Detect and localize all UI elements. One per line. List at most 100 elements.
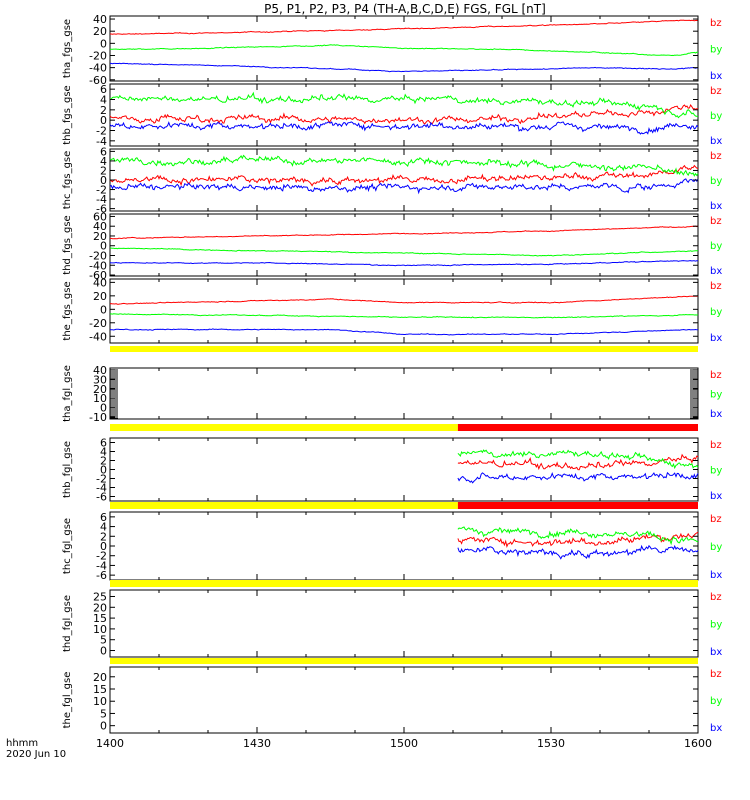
y-tick-label: 2 <box>100 530 107 543</box>
y-tick-label: 20 <box>93 671 107 684</box>
y-tick-label: 20 <box>93 601 107 614</box>
y-tick-label: 15 <box>93 683 107 696</box>
legend-bx: bx <box>710 136 722 147</box>
status-bar-yellow <box>110 346 698 352</box>
y-tick-label: -60 <box>89 269 107 282</box>
y-tick-label: 0 <box>100 174 107 187</box>
y-tick-label: 25 <box>93 590 107 603</box>
panel-frame <box>109 278 699 344</box>
series-bz-line <box>457 453 699 471</box>
y-tick-label: -20 <box>89 249 107 262</box>
status-bar-red <box>457 424 698 431</box>
y-tick-label: 40 <box>93 13 107 26</box>
y-tick-label: 60 <box>93 210 107 223</box>
panel-frame <box>109 511 699 581</box>
legend-bz: bz <box>710 669 722 680</box>
y-axis-label: tha_fgl_gse <box>62 365 73 422</box>
y-tick-label: -2 <box>96 550 107 563</box>
y-axis-label: thc_fgl_gse <box>62 518 73 574</box>
y-tick-label: -2 <box>96 184 107 197</box>
y-tick-label: -40 <box>89 330 107 343</box>
y-tick-label: -20 <box>89 317 107 330</box>
y-tick-label: 0 <box>100 303 107 316</box>
footer-hhmm: hhmm <box>6 738 38 749</box>
y-tick-label: -2 <box>96 125 107 138</box>
legend-bx: bx <box>710 570 722 581</box>
y-tick-label: 0 <box>100 402 107 415</box>
y-tick-label: 0 <box>100 464 107 477</box>
x-tick-label: 1600 <box>684 737 712 750</box>
series-bx-line <box>109 328 698 336</box>
y-tick-label: -10 <box>89 411 107 424</box>
y-tick-label: -6 <box>96 491 107 504</box>
y-axis-label: thb_fgs_gse <box>62 85 73 144</box>
legend-bx: bx <box>710 723 722 734</box>
x-tick-label: 1430 <box>243 737 271 750</box>
y-tick-label: 40 <box>93 364 107 377</box>
y-tick-label: 10 <box>93 392 107 405</box>
legend-bx: bx <box>710 266 722 277</box>
legend-by: by <box>710 307 722 318</box>
y-tick-label: 4 <box>100 446 107 459</box>
legend-bx: bx <box>710 333 722 344</box>
legend-bx: bx <box>710 71 722 82</box>
y-tick-label: -4 <box>96 482 107 495</box>
legend-by: by <box>710 620 722 631</box>
series-by-line <box>109 91 699 119</box>
y-axis-label: the_fgs_gse <box>62 281 73 340</box>
y-tick-label: -20 <box>89 49 107 62</box>
y-tick-label: 4 <box>100 521 107 534</box>
legend-by: by <box>710 542 722 553</box>
y-tick-label: 15 <box>93 612 107 625</box>
series-bz-line <box>457 531 699 548</box>
y-axis-label: thb_fgl_gse <box>62 441 73 498</box>
series-bz-line <box>109 164 699 187</box>
y-axis-label: tha_fgs_gse <box>62 19 73 78</box>
series-bx-line <box>110 62 699 73</box>
y-tick-label: 2 <box>100 104 107 117</box>
y-tick-label: 0 <box>100 720 107 733</box>
y-tick-label: 40 <box>93 276 107 289</box>
series-bz-line <box>109 103 699 125</box>
legend-bz: bz <box>710 151 722 162</box>
legend-bz: bz <box>710 216 722 227</box>
y-tick-label: 20 <box>93 25 107 38</box>
legend-bx: bx <box>710 409 722 420</box>
legend-bz: bz <box>710 440 722 451</box>
series-bx-line <box>457 544 699 560</box>
legend-bx: bx <box>710 647 722 658</box>
x-tick-label: 1400 <box>96 737 124 750</box>
panel-frame <box>109 666 699 734</box>
y-tick-label: 6 <box>100 437 107 450</box>
y-tick-label: 20 <box>93 290 107 303</box>
legend-by: by <box>710 45 722 56</box>
y-tick-label: 40 <box>93 220 107 233</box>
legend-by: by <box>710 111 722 122</box>
y-tick-label: -40 <box>89 62 107 75</box>
y-tick-label: 2 <box>100 164 107 177</box>
status-bar-yellow <box>110 580 698 587</box>
legend-bz: bz <box>710 514 722 525</box>
legend-bz: bz <box>710 370 722 381</box>
y-axis-label: thc_fgs_gse <box>62 151 73 210</box>
y-tick-label: 2 <box>100 455 107 468</box>
panel-frame <box>109 437 699 502</box>
series-bx-line <box>109 260 699 267</box>
y-tick-label: -60 <box>89 74 107 87</box>
series-bx-line <box>109 121 699 135</box>
plot-title: P5, P1, P2, P3, P4 (TH-A,B,C,D,E) FGS, F… <box>264 2 546 16</box>
y-tick-label: 4 <box>100 155 107 168</box>
series-by-line <box>109 247 699 257</box>
y-tick-label: 20 <box>93 230 107 243</box>
y-tick-label: 10 <box>93 623 107 636</box>
status-bar-yellow <box>110 502 458 509</box>
y-tick-label: 6 <box>100 145 107 158</box>
x-axis: 1400 1430 1500 1530 1600 <box>96 737 712 750</box>
y-tick-label: 0 <box>100 645 107 658</box>
